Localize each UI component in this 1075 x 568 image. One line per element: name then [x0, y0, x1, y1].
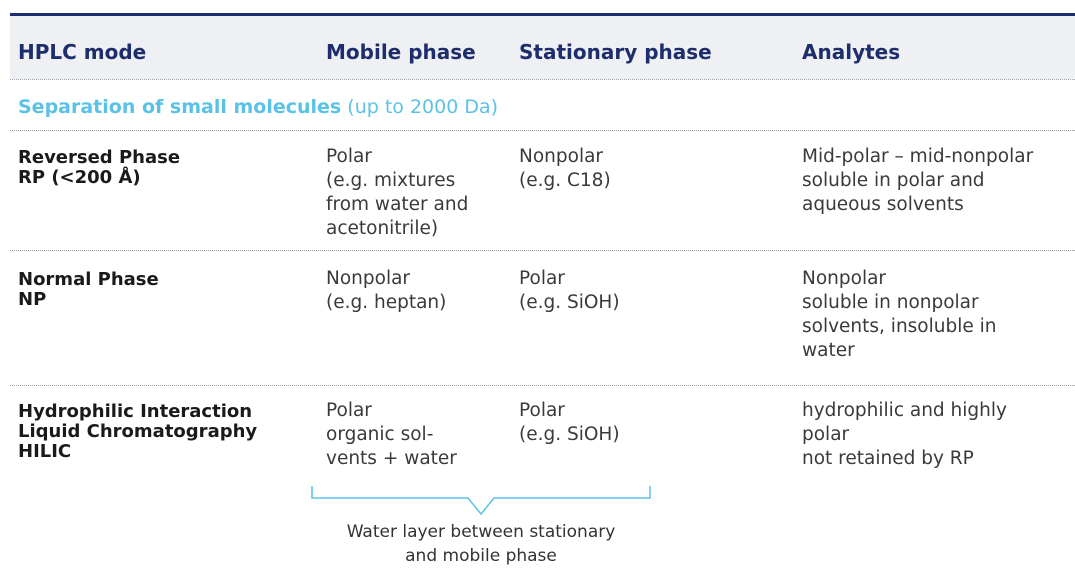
- row-label: NP: [18, 289, 47, 310]
- row-divider: [10, 250, 1075, 251]
- cell-text: Polar: [326, 146, 372, 167]
- top-rule: [10, 13, 1075, 16]
- cell-text: (e.g. heptan): [326, 292, 447, 313]
- row-label: RP (<200 Å): [18, 167, 141, 188]
- annotation: Water layer between stationary: [346, 522, 616, 542]
- cell-text: (e.g. C18): [519, 170, 611, 191]
- cell-text: soluble in nonpolar: [802, 292, 979, 313]
- cell-text: solvents, insoluble in: [802, 316, 997, 337]
- cell-text: Nonpolar: [326, 268, 411, 289]
- annotation: and mobile phase: [405, 546, 557, 566]
- row-divider: [10, 79, 1075, 80]
- cell-text: Mid-polar – mid-nonpolar: [802, 146, 1034, 167]
- cell-text: Polar: [519, 268, 565, 289]
- cell-text: (e.g. SiOH): [519, 292, 620, 313]
- cell-text: Polar: [519, 400, 565, 421]
- cell-text: soluble in polar and: [802, 170, 985, 191]
- row-label: Liquid Chromatography: [18, 421, 258, 442]
- column-header: Mobile phase: [326, 40, 476, 64]
- cell-text: Nonpolar: [519, 146, 604, 167]
- section-note: (up to 2000 Da): [347, 96, 499, 118]
- row-label: HILIC: [18, 441, 72, 462]
- column-header: Stationary phase: [519, 40, 712, 64]
- cell-text: from water and: [326, 194, 469, 215]
- cell-text: vents + water: [326, 448, 457, 469]
- cell-text: acetonitrile): [326, 218, 439, 239]
- header-background: [10, 16, 1075, 79]
- bracket-line: [311, 486, 651, 516]
- row-label: Hydrophilic Interaction: [18, 401, 253, 422]
- cell-text: aqueous solvents: [802, 194, 964, 215]
- cell-text: (e.g. mixtures: [326, 170, 456, 191]
- column-header: HPLC mode: [18, 40, 147, 64]
- cell-text: hydrophilic and highly: [802, 400, 1007, 421]
- column-header: Analytes: [802, 40, 901, 64]
- row-divider: [10, 130, 1075, 131]
- cell-text: Nonpolar: [802, 268, 887, 289]
- cell-text: not retained by RP: [802, 448, 974, 469]
- section-title-text: Separation of small molecules: [18, 96, 342, 118]
- row-label: Reversed Phase: [18, 147, 181, 168]
- cell-text: Polar: [326, 400, 372, 421]
- cell-text: polar: [802, 424, 850, 445]
- section-title: Separation of small molecules (up to 200…: [18, 96, 498, 118]
- cell-text: water: [802, 340, 855, 361]
- cell-text: organic sol-: [326, 424, 434, 445]
- row-divider: [10, 385, 1075, 386]
- row-label: Normal Phase: [18, 269, 159, 290]
- cell-text: (e.g. SiOH): [519, 424, 620, 445]
